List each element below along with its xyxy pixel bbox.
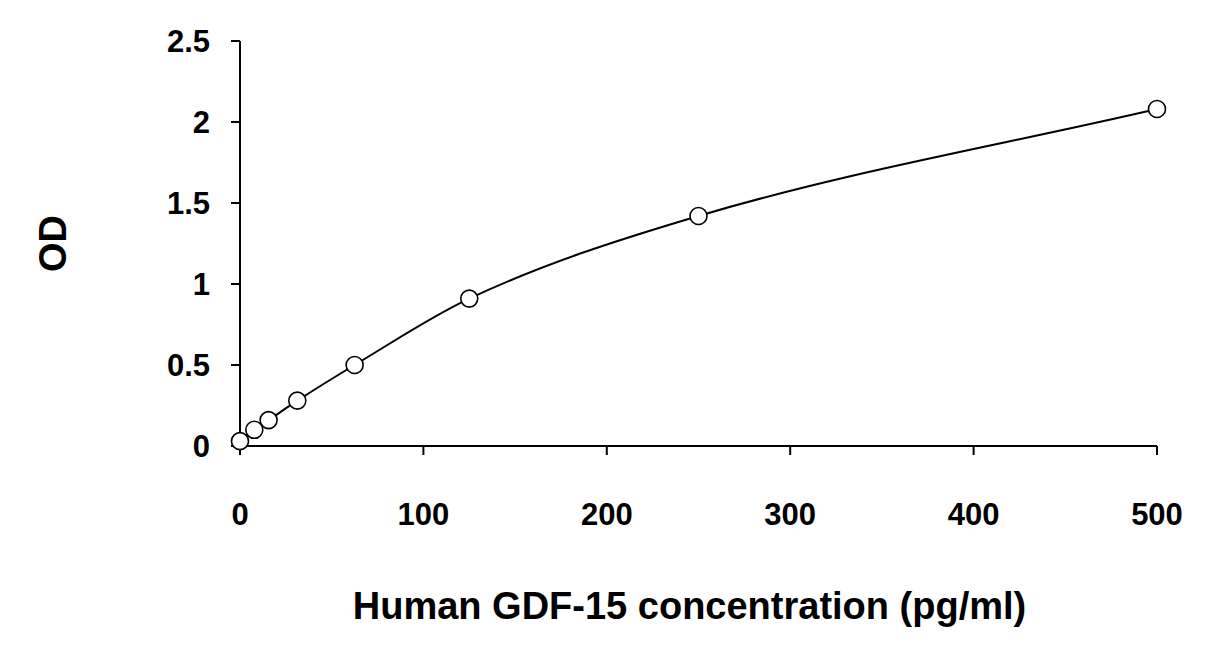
data-point [690, 207, 707, 224]
y-tick-label: 2 [193, 105, 210, 140]
x-tick-label: 200 [581, 497, 633, 532]
x-tick-label: 300 [764, 497, 816, 532]
x-axis-line [240, 445, 1157, 447]
y-axis-title: OD [32, 215, 74, 272]
y-tick [231, 121, 240, 123]
x-tick-label: 100 [398, 497, 450, 532]
y-tick [231, 40, 240, 42]
y-axis-line [239, 41, 241, 446]
x-tick [606, 446, 608, 455]
y-tick [231, 283, 240, 285]
x-tick [973, 446, 975, 455]
chart-container: 0 0.5 1 1.5 2 2.5 0 100 200 300 400 500 Human GDF-15… [0, 0, 1218, 664]
x-tick [1156, 446, 1158, 455]
y-tick-label: 0.5 [167, 348, 210, 383]
data-point [232, 433, 249, 450]
data-point [1149, 101, 1166, 118]
chart-svg: 0 0.5 1 1.5 2 2.5 0 100 200 300 400 500 Human GDF-15… [0, 0, 1218, 664]
data-point [289, 392, 306, 409]
x-tick [789, 446, 791, 455]
y-tick [231, 202, 240, 204]
y-tick-label: 0 [193, 429, 210, 464]
data-point [260, 412, 277, 429]
y-tick-label: 1 [193, 267, 210, 302]
x-tick-label: 500 [1131, 497, 1183, 532]
x-tick-label: 400 [948, 497, 1000, 532]
data-point [346, 357, 363, 374]
x-axis-title: Human GDF-15 concentration (pg/ml) [353, 585, 1026, 627]
y-tick-label: 2.5 [167, 24, 210, 59]
x-tick [422, 446, 424, 455]
curve [240, 109, 1157, 441]
data-point [461, 290, 478, 307]
y-tick-label: 1.5 [167, 186, 210, 221]
x-tick-label: 0 [231, 497, 248, 532]
y-tick [231, 364, 240, 366]
plot-area [232, 101, 1166, 450]
